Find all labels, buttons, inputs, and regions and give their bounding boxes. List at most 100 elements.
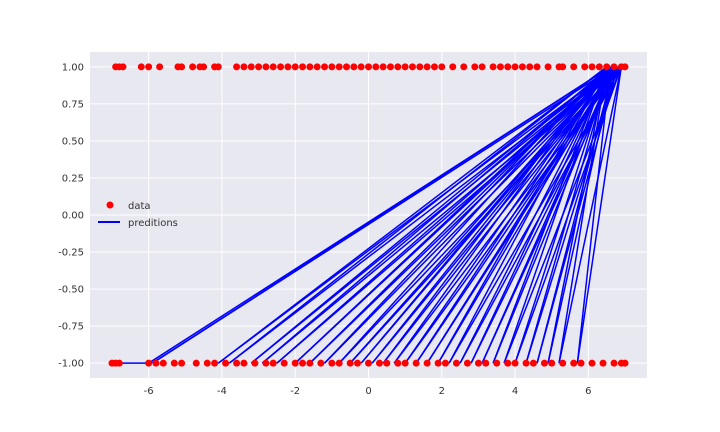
data-point: [496, 63, 504, 71]
data-point: [178, 359, 186, 367]
prediction-line-segment: [228, 66, 608, 364]
prediction-line-segment: [576, 66, 612, 364]
data-point: [251, 359, 259, 367]
prediction-line-segment: [558, 66, 608, 364]
data-point: [233, 63, 241, 71]
data-point: [269, 63, 277, 71]
prediction-line-segment: [323, 66, 608, 364]
data-point: [423, 359, 431, 367]
x-tick-label: -6: [144, 386, 154, 397]
data-point: [269, 359, 277, 367]
prediction-line-segment: [547, 66, 615, 364]
legend-label-preditions: preditions: [128, 218, 178, 229]
data-point: [588, 63, 596, 71]
prediction-line-segment: [459, 66, 612, 364]
data-point: [610, 63, 618, 71]
data-point: [430, 63, 438, 71]
data-point: [335, 359, 343, 367]
x-tick-label: 6: [585, 386, 591, 397]
y-tick-label: -0.50: [58, 285, 84, 296]
y-tick-label: -1.00: [58, 359, 84, 370]
data-point: [189, 63, 197, 71]
data-point: [570, 63, 578, 71]
data-point: [471, 63, 479, 71]
data-point: [412, 359, 420, 367]
data-point: [247, 63, 255, 71]
data-point: [408, 63, 416, 71]
prediction-line-segment: [250, 66, 619, 364]
data-point: [577, 359, 585, 367]
prediction-line-segment: [217, 66, 608, 364]
data-point: [504, 359, 512, 367]
data-point: [394, 359, 402, 367]
data-point: [383, 359, 391, 367]
data-point: [317, 359, 325, 367]
y-tick-label: -0.75: [58, 322, 84, 333]
data-point: [452, 359, 460, 367]
data-point: [375, 359, 383, 367]
data-point: [357, 63, 365, 71]
data-point: [482, 359, 490, 367]
data-point: [489, 63, 497, 71]
data-point: [460, 63, 468, 71]
x-tick-label: -2: [290, 386, 300, 397]
data-point: [588, 359, 596, 367]
data-point: [416, 63, 424, 71]
data-point: [299, 63, 307, 71]
data-point: [474, 359, 482, 367]
prediction-line-segment: [404, 66, 611, 364]
prediction-line-segment: [309, 66, 619, 364]
x-tick-label: 4: [512, 386, 518, 397]
data-point: [365, 359, 372, 367]
data-point: [255, 63, 263, 71]
data-point: [328, 63, 336, 71]
data-point: [441, 359, 449, 367]
data-point: [434, 359, 442, 367]
data-point: [291, 63, 299, 71]
data-point: [284, 63, 292, 71]
x-tick-label: -4: [217, 386, 227, 397]
data-point: [240, 63, 248, 71]
prediction-line-segment: [547, 66, 608, 364]
legend: data preditions: [98, 201, 178, 229]
data-point: [233, 359, 241, 367]
data-point: [365, 63, 372, 71]
data-point: [262, 359, 270, 367]
data-point: [540, 359, 548, 367]
data-point: [145, 63, 153, 71]
data-point: [379, 63, 387, 71]
prediction-line-segment: [261, 66, 611, 364]
data-point: [299, 359, 307, 367]
data-point: [372, 63, 380, 71]
data-point: [559, 63, 567, 71]
prediction-line-segment: [558, 66, 623, 364]
data-point: [152, 359, 160, 367]
data-point: [610, 359, 618, 367]
y-tick-label: 0.50: [62, 136, 84, 147]
data-point: [203, 359, 211, 367]
data-point: [581, 63, 589, 71]
prediction-line-segment: [338, 66, 622, 364]
data-point: [306, 63, 314, 71]
data-point: [137, 63, 145, 71]
prediction-line-segment: [426, 66, 615, 364]
prediction-line-segment: [437, 66, 608, 364]
data-point: [335, 63, 343, 71]
data-point: [222, 359, 230, 367]
data-point: [313, 63, 321, 71]
data-point: [170, 359, 178, 367]
data-point: [145, 359, 153, 367]
data-point: [159, 359, 167, 367]
data-point: [280, 359, 288, 367]
prediction-line-segment: [276, 66, 622, 364]
data-point: [599, 359, 607, 367]
data-point: [200, 63, 208, 71]
data-point: [211, 359, 219, 367]
data-point: [119, 63, 127, 71]
data-point: [192, 359, 200, 367]
prediction-line-segment: [481, 66, 615, 364]
data-point: [621, 359, 629, 367]
prediction-line-segment: [338, 66, 608, 364]
data-point: [386, 63, 394, 71]
